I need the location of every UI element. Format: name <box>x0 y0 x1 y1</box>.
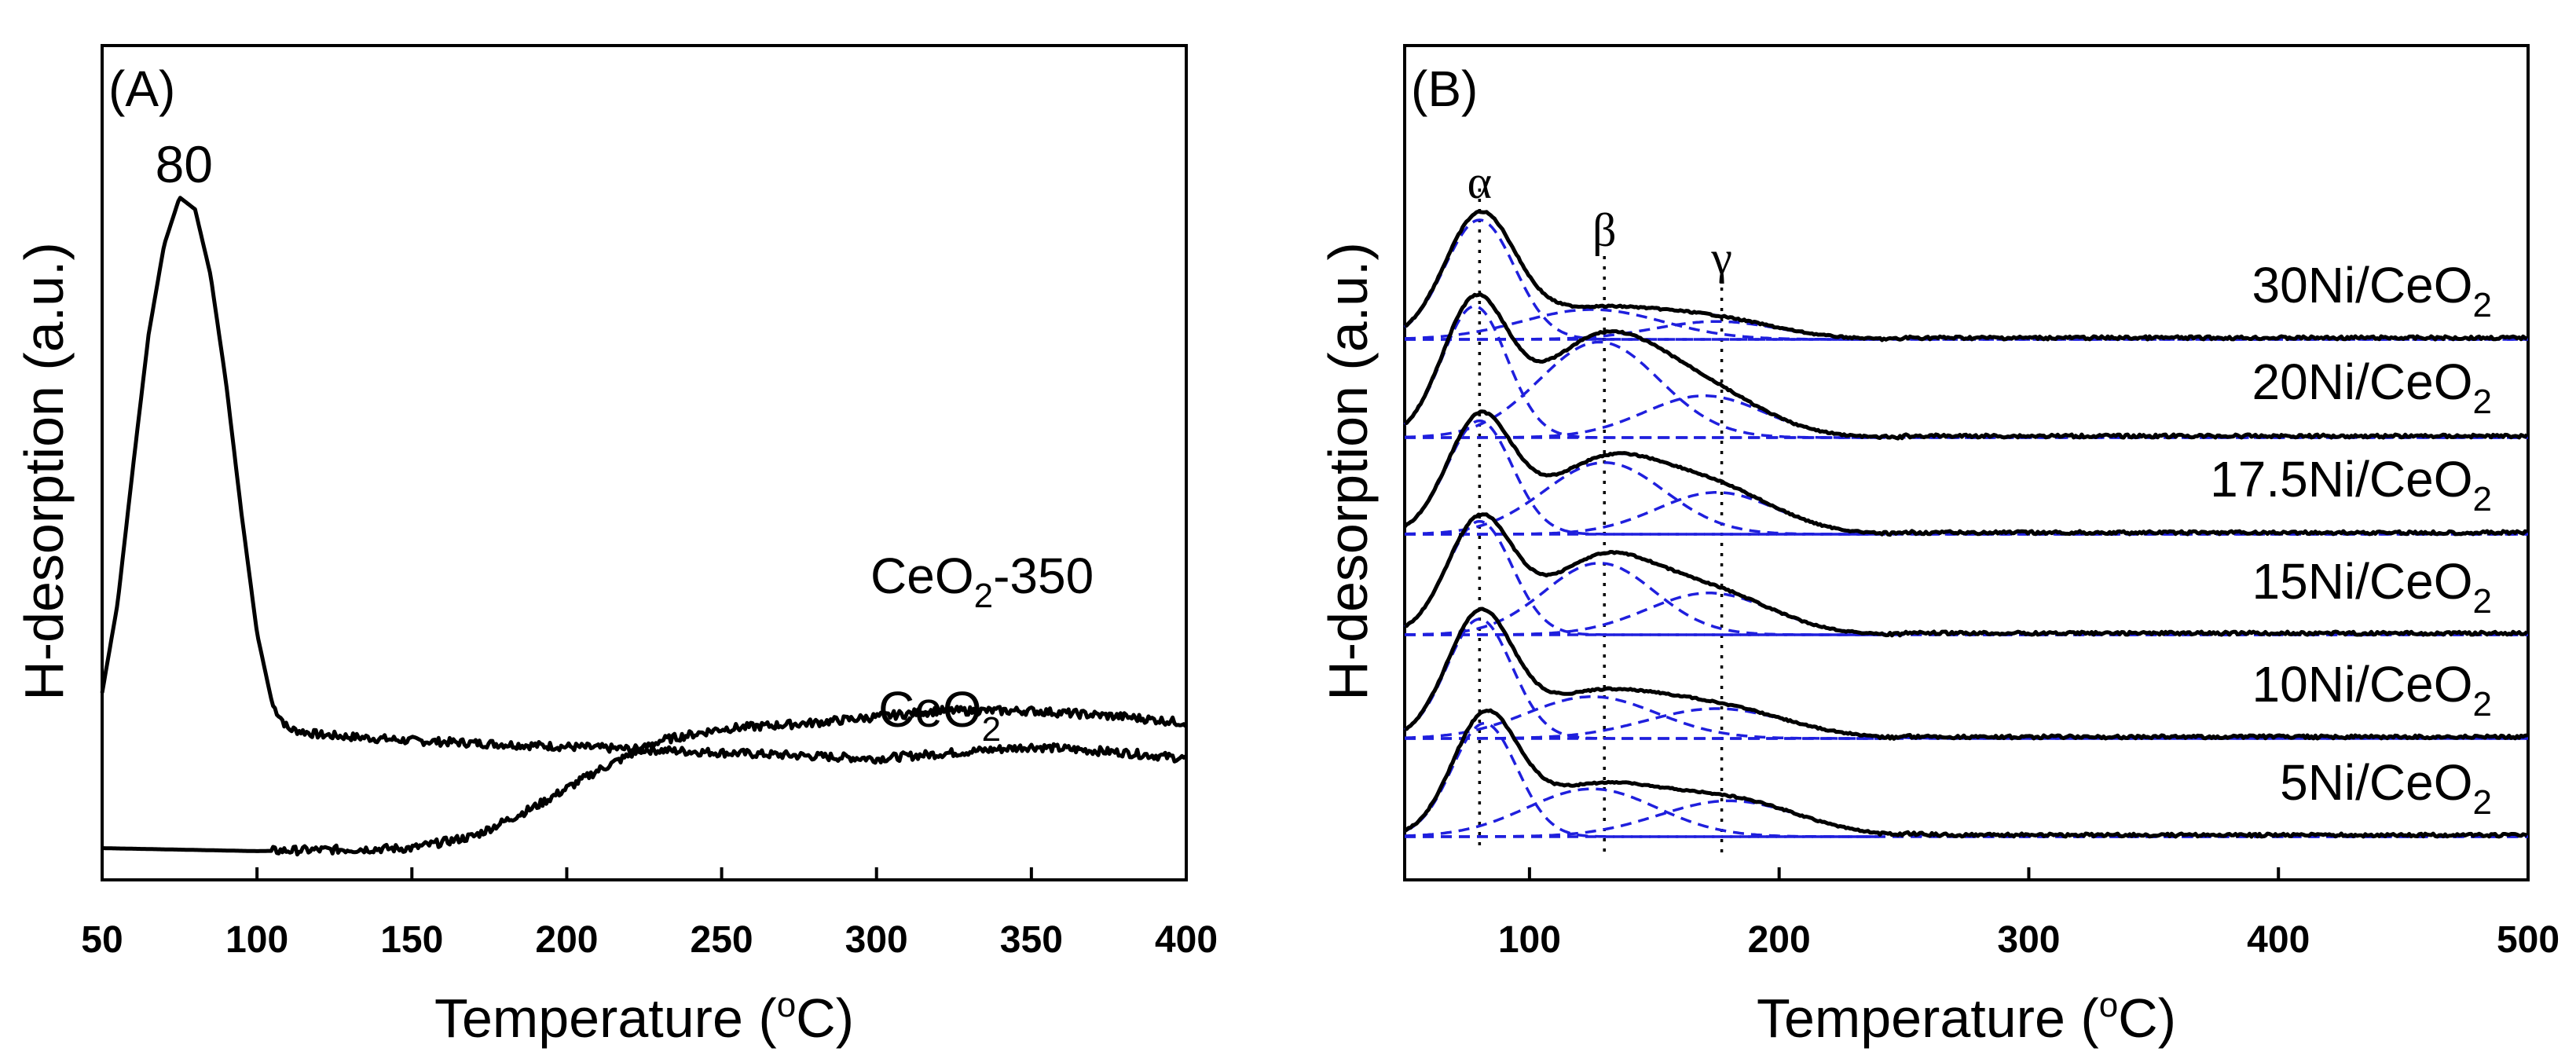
panel-a-label: (A) <box>108 60 175 117</box>
panel-a-x-tick-label: 400 <box>1155 919 1218 961</box>
panel-b-x-tick-label: 100 <box>1498 919 1561 961</box>
panel-b-fit-component <box>1403 218 1879 341</box>
panel-b-plot-frame <box>1403 44 2530 881</box>
panel-b-fit-component <box>1404 340 1879 439</box>
panel-b-curves <box>1403 209 2529 839</box>
panel-b-fit-component <box>1403 305 1879 439</box>
panel-b-x-tick-label: 500 <box>2497 919 2560 961</box>
panel-a-x-tick-label: 50 <box>81 919 123 961</box>
panel-b-fit-component <box>1404 695 1879 740</box>
panel-b-x-tick-label: 200 <box>1748 919 1811 961</box>
panel-b-fit-component <box>1405 592 1879 636</box>
panel-b-series-labels: 30Ni/CeO2 20Ni/CeO2 17.5Ni/CeO2 15Ni/CeO2 10… <box>2210 257 2492 822</box>
panel-b-curve-3 <box>1404 512 2529 638</box>
panel-b: (B) 100 200 300 400 500 Temperature (oC) H-d… <box>1317 44 2560 1049</box>
panel-b-fit-component <box>1405 461 1879 536</box>
panel-b-fit-component <box>1405 394 1879 439</box>
panel-b-curve-1 <box>1404 292 2529 441</box>
panel-b-x-axis-label: Temperature (oC) <box>1757 986 2176 1049</box>
panel-a-curve-ceo2-350 <box>100 196 1187 765</box>
panel-b-series-label: 30Ni/CeO2 <box>2252 257 2492 324</box>
panel-b-curve-0 <box>1404 209 2529 343</box>
panel-b-x-tick-label: 400 <box>2247 919 2310 961</box>
panel-a-series-label-ceo2-350: CeO2-350 <box>870 548 1094 615</box>
panel-a-plot-frame <box>101 44 1188 881</box>
panel-a: (A) 50 100 150 200 250 300 350 400 Temperature … <box>13 44 1218 1049</box>
panel-a-x-ticks: 50 100 150 200 250 300 350 400 <box>81 867 1218 961</box>
panel-b-fit-component <box>1404 787 1879 838</box>
panel-a-x-tick-label: 100 <box>225 919 288 961</box>
panel-a-x-tick-label: 300 <box>845 919 908 961</box>
panel-a-y-axis-label: H-desorption (a.u.) <box>13 242 75 701</box>
panel-b-peak-symbol: α <box>1468 156 1492 208</box>
panel-a-x-tick-label: 250 <box>691 919 753 961</box>
panel-a-curves <box>100 196 1188 857</box>
panel-b-label: (B) <box>1411 60 1478 117</box>
panel-b-x-ticks: 100 200 300 400 500 <box>1498 867 2560 961</box>
panel-a-x-tick-label: 350 <box>1000 919 1063 961</box>
panel-b-curve-2 <box>1403 409 2528 537</box>
panel-a-series-label-ceo2: CeO2 <box>878 681 1001 749</box>
panel-b-y-axis-label: H-desorption (a.u.) <box>1317 242 1379 701</box>
panel-b-fit-component <box>1404 519 1879 636</box>
panel-a-x-axis-label: Temperature (oC) <box>434 986 854 1049</box>
panel-b-series-label: 15Ni/CeO2 <box>2252 553 2492 621</box>
panel-a-curve-ceo2 <box>101 705 1188 857</box>
panel-b-x-tick-label: 300 <box>1997 919 2060 961</box>
panel-a-x-tick-label: 200 <box>535 919 598 961</box>
panel-a-x-tick-label: 150 <box>380 919 443 961</box>
panel-b-series-label: 17.5Ni/CeO2 <box>2210 451 2492 519</box>
panel-a-peak-annotation: 80 <box>156 135 213 193</box>
panel-b-series-label: 10Ni/CeO2 <box>2252 656 2492 724</box>
panel-b-curve-5 <box>1403 708 2528 839</box>
panel-b-peak-symbol: γ <box>1710 232 1732 284</box>
panel-b-series-label: 5Ni/CeO2 <box>2280 754 2492 822</box>
panel-b-peak-symbol: β <box>1592 204 1617 256</box>
panel-b-fit-component <box>1405 491 1879 536</box>
panel-b-fit-component <box>1404 308 1879 341</box>
panel-b-series-label: 20Ni/CeO2 <box>2252 354 2492 421</box>
panel-b-fit-component <box>1405 562 1879 636</box>
panel-b-curve-4 <box>1405 606 2527 741</box>
